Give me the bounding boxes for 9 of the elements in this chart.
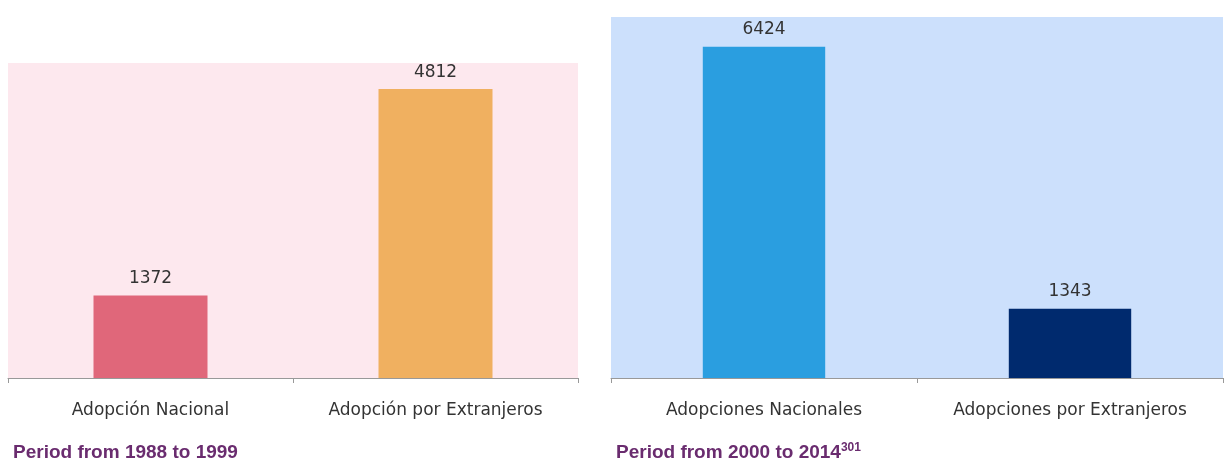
- x-tick-label: Adopción Nacional: [71, 398, 230, 419]
- data-label: 6424: [742, 18, 786, 39]
- x-tick-label: Adopciones por Extranjeros: [953, 398, 1187, 419]
- data-label: 1343: [1048, 280, 1092, 301]
- text: Period from 1988 to 1999: [13, 441, 238, 462]
- x-tick-label: Adopción por Extranjeros: [328, 398, 543, 419]
- x-tick-label: Adopciones Nacionales: [665, 398, 863, 419]
- data-label: 1372: [128, 267, 173, 288]
- data-label: 4812: [413, 60, 458, 81]
